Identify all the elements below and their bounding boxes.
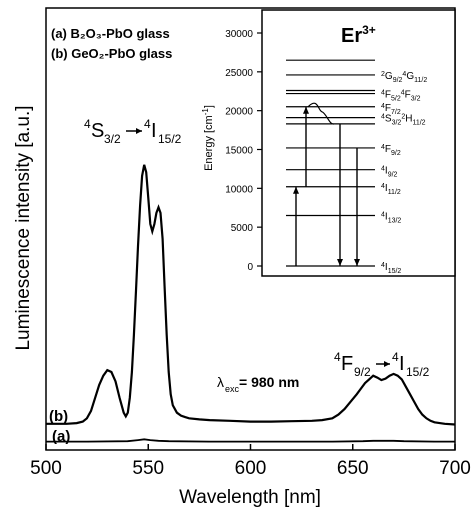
term-multiplicity: 4 — [334, 350, 341, 364]
energy-level-label: 4F9/2 — [381, 144, 401, 157]
series-line-a — [46, 438, 455, 443]
term-symbol: F — [341, 353, 353, 375]
inset-y-axis-label: Energy [cm-1] — [201, 105, 215, 171]
legend: (a) B₂O₃-PbO glass (b) GeO₂-PbO glass — [51, 26, 172, 61]
series-layer — [46, 164, 456, 443]
term-subscript: 15/2 — [158, 132, 182, 146]
term-symbol: S — [91, 120, 104, 142]
svg-text:exc: exc — [225, 384, 240, 394]
y-axis-label: Luminescence intensity [a.u.] — [13, 105, 34, 350]
arrow-head — [293, 186, 299, 194]
x-tick-label: 700 — [439, 458, 471, 479]
svg-text:λ: λ — [217, 374, 224, 390]
term-symbol: I — [399, 353, 405, 375]
legend-entry-a: (a) B₂O₃-PbO glass — [51, 26, 170, 41]
transition-label: 4 S 3/24 I 15/2 — [84, 117, 182, 146]
arrow-head — [354, 259, 360, 266]
term-subscript: 15/2 — [406, 365, 430, 379]
series-labels: (b) (a) — [49, 408, 70, 445]
svg-text:= 980 nm: = 980 nm — [239, 374, 299, 390]
term-multiplicity: 4 — [84, 117, 91, 131]
term-multiplicity: 4 — [144, 117, 151, 131]
energy-level-label: 4S3/22H11/2 — [381, 114, 426, 127]
energy-level-label: 4I9/2 — [381, 166, 398, 179]
inset-y-tick-label: 15000 — [225, 146, 253, 157]
energy-level-inset: 0 5000 10000 15000 20000 25000 30000 Energy [cm… — [201, 9, 456, 277]
inset-y-tick-label: 25000 — [225, 68, 253, 79]
energy-level-label: 4I11/2 — [381, 183, 401, 196]
energy-level-label: 4F7/2 — [381, 103, 401, 116]
x-tick-label: 650 — [337, 458, 369, 479]
term-symbol: I — [151, 120, 157, 142]
energy-level-label: 4F5/24F3/2 — [381, 90, 421, 103]
arrow-head — [384, 361, 390, 367]
inset-y-tick-label: 20000 — [225, 107, 253, 118]
transition-label: 4 F 9/24 I 15/2 — [334, 350, 430, 379]
inset-y-tick-label: 5000 — [231, 223, 254, 234]
annotations: 4 S 3/24 I 15/24 F 9/24 I 15/2λ exc = 980 nm — [84, 117, 430, 394]
energy-level-label: 2G9/24G11/2 — [381, 71, 427, 84]
term-subscript: 9/2 — [354, 365, 371, 379]
term-subscript: 3/2 — [104, 132, 121, 146]
nonradiative-relaxation — [307, 102, 335, 125]
energy-level-label: 4I15/2 — [381, 262, 401, 275]
x-axis-ticks: 500 550 600 650 700 — [30, 444, 471, 479]
inset-y-tick-label: 10000 — [225, 184, 253, 195]
series-label-a: (a) — [52, 428, 70, 445]
arrow-head — [136, 128, 142, 134]
legend-entry-b: (b) GeO₂-PbO glass — [51, 46, 172, 61]
inset-frame — [261, 9, 456, 277]
x-tick-label: 600 — [235, 458, 267, 479]
inset-y-tick-label: 0 — [247, 262, 253, 273]
series-line-b — [46, 164, 456, 426]
energy-level-label: 4I13/2 — [381, 212, 401, 225]
series-label-b: (b) — [49, 408, 68, 425]
arrow-head — [337, 259, 343, 266]
inset-title: Er3+ — [341, 23, 376, 47]
excitation-label: λ exc = 980 nm — [217, 374, 299, 394]
x-tick-label: 500 — [30, 458, 62, 479]
x-axis-label: Wavelength [nm] — [179, 487, 321, 508]
arrow-head — [303, 106, 309, 114]
term-multiplicity: 4 — [392, 350, 399, 364]
x-tick-label: 550 — [132, 458, 164, 479]
inset-y-tick-label: 30000 — [225, 29, 253, 40]
